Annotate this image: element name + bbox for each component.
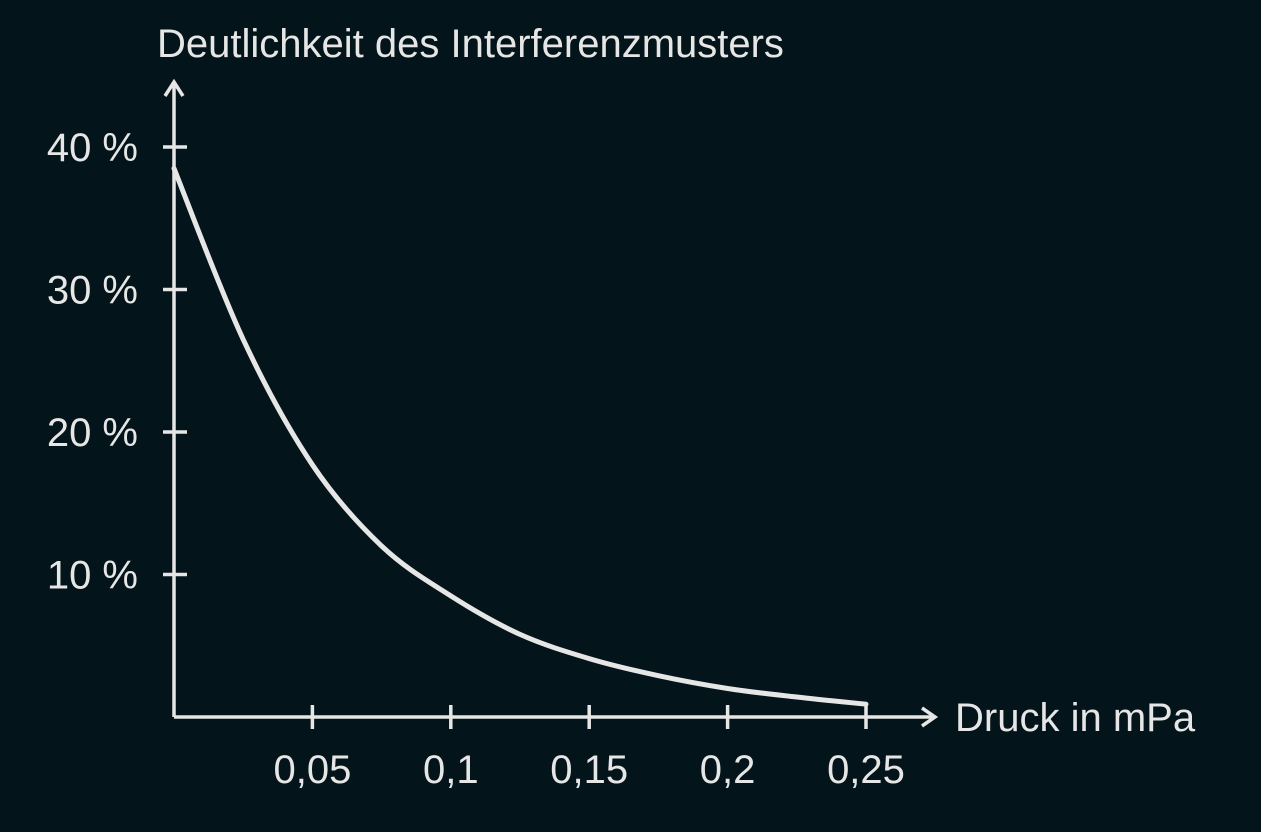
y-tick-label: 10 %: [47, 554, 138, 598]
x-tick-label: 0,15: [550, 748, 628, 792]
x-tick-label: 0,2: [700, 748, 756, 792]
x-tick-label: 0,1: [423, 748, 479, 792]
x-axis-arrow: [921, 706, 939, 728]
y-ticks: 10 % 20 % 30 % 40 %: [47, 126, 187, 598]
x-ticks: 0,05 0,1 0,15 0,2 0,25: [273, 705, 905, 792]
y-axis-arrow: [163, 78, 185, 97]
y-tick-label: 20 %: [47, 411, 138, 455]
y-tick-label: 30 %: [47, 269, 138, 313]
x-tick-label: 0,05: [273, 748, 351, 792]
x-tick-label: 0,25: [827, 748, 905, 792]
x-axis-title: Druck in mPa: [955, 696, 1196, 740]
y-tick-label: 40 %: [47, 126, 138, 170]
y-axis-title: Deutlichkeit des Interferenzmusters: [157, 22, 784, 66]
series-layer: [171, 165, 869, 707]
series-line: [171, 165, 869, 707]
